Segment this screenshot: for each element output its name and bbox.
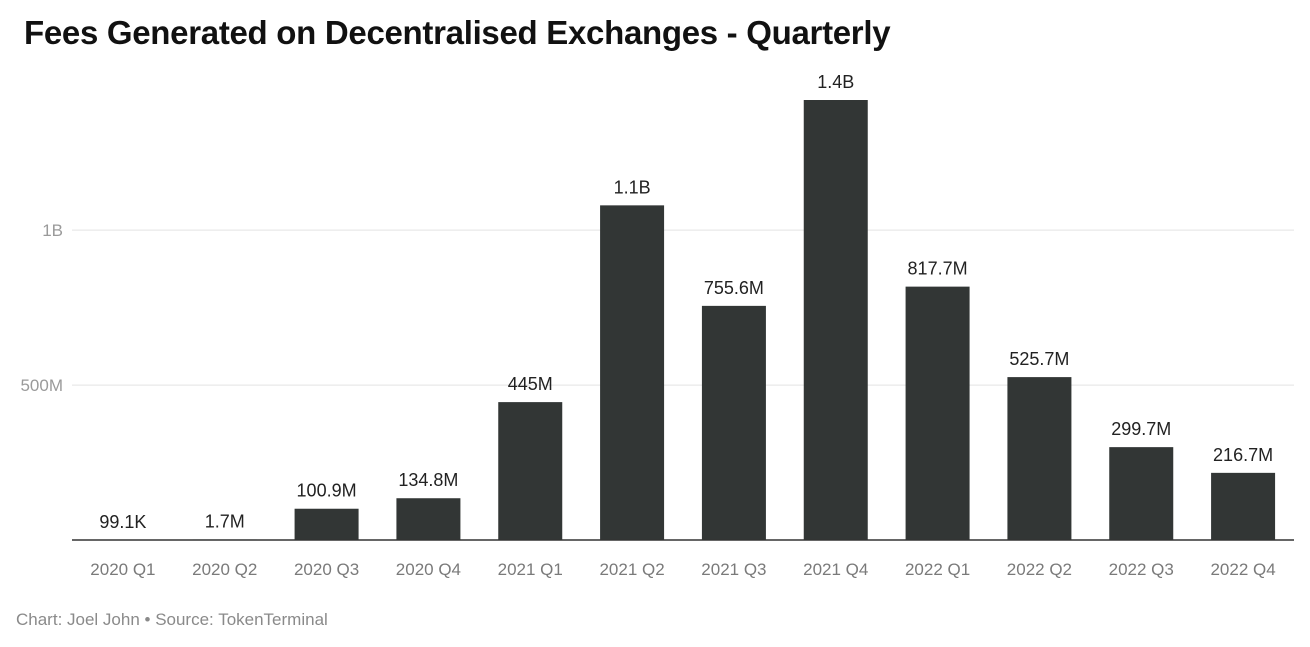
y-axis-ticks: 500M 1B: [20, 221, 63, 395]
chart-title: Fees Generated on Decentralised Exchange…: [24, 14, 891, 51]
y-tick-label: 500M: [20, 376, 63, 395]
bar-2021-q2: [600, 205, 665, 540]
x-tick-label: 2022 Q2: [1007, 560, 1072, 579]
x-tick-label: 2020 Q1: [90, 560, 155, 579]
x-tick-label: 2021 Q1: [498, 560, 563, 579]
data-label: 755.6M: [704, 278, 764, 298]
bar-2020-q3: [294, 508, 359, 540]
bar-chart: 500M 1B 99.1K 1.7M 100.9M 134.8M 445M 1.1B 755.…: [20, 72, 1294, 579]
data-label: 817.7M: [908, 259, 968, 279]
y-tick-label: 1B: [42, 221, 63, 240]
x-tick-label: 2021 Q3: [701, 560, 766, 579]
data-label: 99.1K: [99, 512, 146, 532]
x-tick-label: 2021 Q4: [803, 560, 868, 579]
data-labels: 99.1K 1.7M 100.9M 134.8M 445M 1.1B 755.6M 1.4B 8…: [99, 72, 1273, 532]
data-label: 216.7M: [1213, 445, 1273, 465]
x-tick-label: 2021 Q2: [599, 560, 664, 579]
data-label: 134.8M: [398, 470, 458, 490]
data-label: 100.9M: [297, 481, 357, 501]
data-label: 445M: [508, 374, 553, 394]
data-label: 525.7M: [1009, 349, 1069, 369]
x-axis-labels: 2020 Q1 2020 Q2 2020 Q3 2020 Q4 2021 Q1 2021 …: [90, 560, 1275, 579]
bar-2020-q4: [396, 498, 461, 540]
bar-2022-q2: [1007, 377, 1072, 540]
x-tick-label: 2022 Q1: [905, 560, 970, 579]
x-tick-label: 2020 Q4: [396, 560, 461, 579]
x-tick-label: 2022 Q4: [1210, 560, 1275, 579]
data-label: 1.7M: [205, 511, 245, 531]
data-label: 1.4B: [817, 72, 854, 92]
bar-2022-q4: [1211, 472, 1276, 540]
chart-source-footer: Chart: Joel John • Source: TokenTerminal: [16, 610, 328, 629]
data-label: 299.7M: [1111, 419, 1171, 439]
bar-2022-q1: [905, 286, 970, 540]
x-tick-label: 2020 Q3: [294, 560, 359, 579]
bar-2022-q3: [1109, 447, 1174, 540]
bar-2021-q1: [498, 402, 563, 540]
x-tick-label: 2022 Q3: [1109, 560, 1174, 579]
data-label: 1.1B: [614, 177, 651, 197]
gridlines: [72, 229, 1294, 386]
x-tick-label: 2020 Q2: [192, 560, 257, 579]
bars: [192, 100, 1276, 540]
bar-2021-q4: [803, 100, 868, 540]
bar-2021-q3: [701, 305, 766, 540]
